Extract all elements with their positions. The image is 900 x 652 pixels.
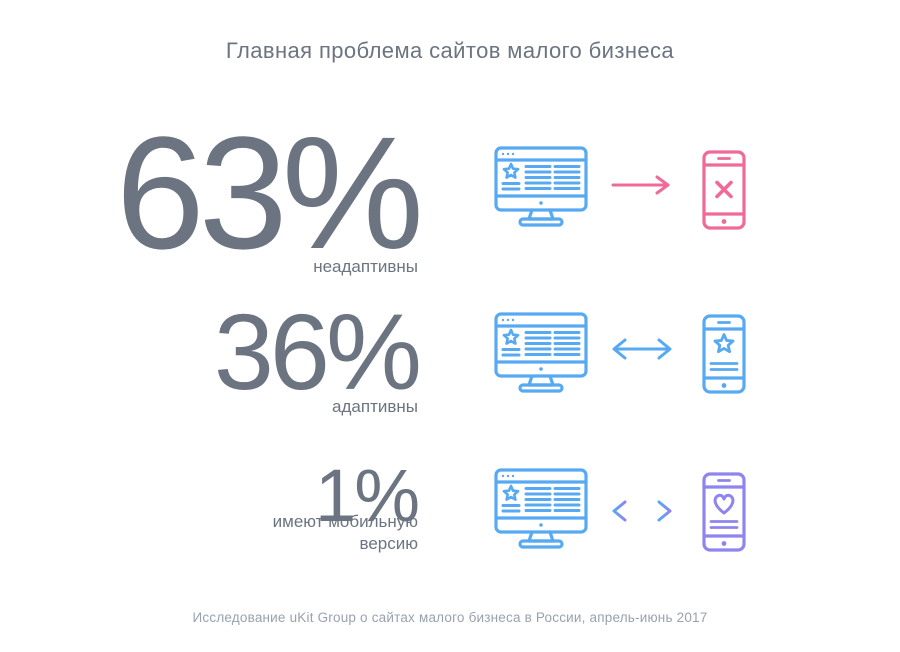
desktop-site-icon [494, 312, 588, 396]
stat-value-mobile-version: 1% [315, 454, 420, 537]
desktop-site-icon [494, 468, 588, 552]
phone-star-icon [702, 314, 746, 394]
footer-note: Исследование uKit Group о сайтах малого … [192, 610, 708, 625]
stat-label-mobile-version: имеют мобильную версию [272, 512, 418, 553]
stat-label-adaptive: адаптивны [332, 397, 418, 416]
arrow-both-ways-gradient-icon [607, 498, 677, 524]
stat-label-nonadaptive: неадаптивны [313, 257, 418, 276]
arrow-right-icon [611, 175, 671, 195]
stat-value-nonadaptive: 63% [115, 103, 424, 282]
phone-heart-icon [702, 472, 746, 552]
phone-error-icon [702, 150, 746, 230]
stat-value-adaptive: 36% [213, 291, 422, 412]
desktop-site-icon [494, 146, 588, 230]
page-title: Главная проблема сайтов малого бизнеса [225, 38, 675, 63]
arrow-both-ways-icon [607, 336, 677, 362]
